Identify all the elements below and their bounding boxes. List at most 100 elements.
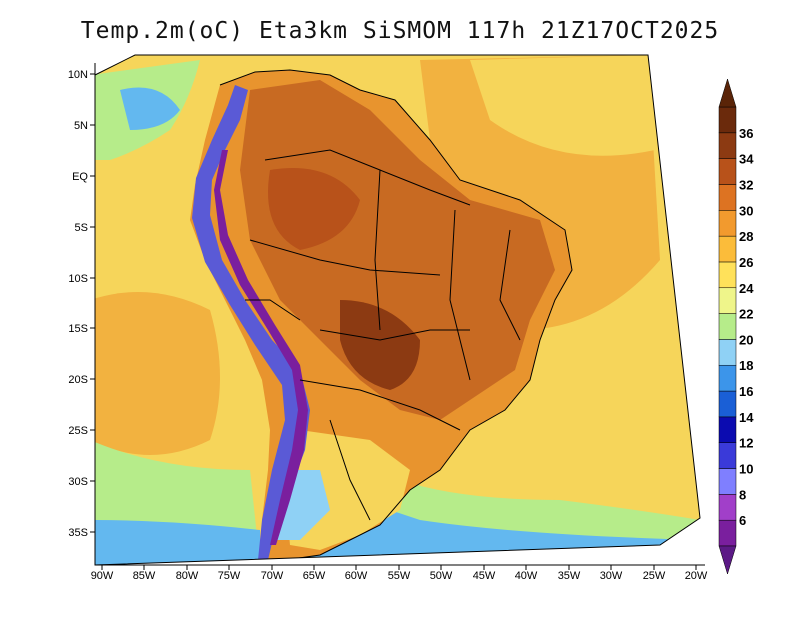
colorbar-label: 26 bbox=[739, 255, 753, 270]
lat-tick: 5S bbox=[75, 222, 95, 234]
colorbar-segment bbox=[718, 364, 737, 392]
lon-label: 65W bbox=[303, 570, 326, 582]
colorbar-label: 28 bbox=[739, 229, 753, 244]
lat-label: 25S bbox=[68, 425, 88, 437]
lon-tick: 60W bbox=[345, 565, 368, 582]
chart-title: Temp.2m(oC) Eta3km SiSMOM 117h 21Z17OCT2… bbox=[80, 18, 720, 44]
lon-tick: 80W bbox=[176, 565, 199, 582]
longitude-axis: 90W 85W 80W 75W 70W 65W 60W 55W 50W 45W … bbox=[91, 565, 708, 582]
ocean-mild-atlantic bbox=[470, 55, 655, 156]
lat-label: 20S bbox=[68, 374, 88, 386]
colorbar-segment bbox=[718, 132, 737, 159]
colorbar-label: 18 bbox=[739, 358, 753, 373]
colorbar-segment bbox=[718, 106, 737, 134]
temperature-field bbox=[95, 55, 700, 565]
lat-tick: 35S bbox=[68, 527, 95, 539]
colorbar-label: 10 bbox=[739, 462, 753, 477]
colorbar-label: 22 bbox=[739, 307, 753, 322]
lon-tick: 35W bbox=[558, 565, 581, 582]
ocean-cold-atlantic-south bbox=[300, 480, 700, 565]
lon-tick: 55W bbox=[388, 565, 411, 582]
colorbar-label: 20 bbox=[739, 332, 753, 347]
colorbar-label: 24 bbox=[739, 281, 754, 296]
colorbar-segment bbox=[718, 313, 737, 340]
lon-tick: 30W bbox=[600, 565, 623, 582]
lon-tick: 65W bbox=[303, 565, 326, 582]
lon-label: 45W bbox=[473, 570, 496, 582]
lon-label: 50W bbox=[430, 570, 453, 582]
lon-label: 90W bbox=[91, 570, 114, 582]
ocean-cold-pacific-south bbox=[95, 520, 260, 565]
lat-tick: 10N bbox=[68, 69, 95, 81]
lat-tick: 30S bbox=[68, 476, 95, 488]
colorbar-segment bbox=[718, 494, 737, 521]
lon-tick: 70W bbox=[261, 565, 284, 582]
lon-label: 55W bbox=[388, 570, 411, 582]
colorbar-label: 14 bbox=[739, 410, 754, 425]
land-hottest-center bbox=[340, 300, 420, 390]
lon-label: 20W bbox=[685, 570, 708, 582]
lon-label: 85W bbox=[133, 570, 156, 582]
lon-tick: 40W bbox=[515, 565, 538, 582]
andes-cold-band bbox=[192, 85, 310, 560]
lat-label: 10N bbox=[68, 69, 88, 81]
lon-label: 70W bbox=[261, 570, 284, 582]
lat-tick: 15S bbox=[68, 323, 95, 335]
lon-tick: 20W bbox=[685, 565, 708, 582]
lon-label: 35W bbox=[558, 570, 581, 582]
colorbar-under-arrow bbox=[718, 545, 737, 575]
lat-tick: 25S bbox=[68, 425, 95, 437]
lon-label: 60W bbox=[345, 570, 368, 582]
colorbar-label: 34 bbox=[739, 152, 754, 167]
colorbar-label: 36 bbox=[739, 126, 753, 141]
latitude-axis: 10N 5N EQ 5S 10S 15S 20S 25S 30S 35S bbox=[68, 69, 95, 539]
colorbar-label: 32 bbox=[739, 177, 753, 192]
lat-label: 5S bbox=[75, 222, 88, 234]
ocean-cold-pacific-north bbox=[120, 87, 180, 130]
lat-label: 35S bbox=[68, 527, 88, 539]
ocean-warm-west bbox=[95, 292, 220, 455]
lat-tick: 20S bbox=[68, 374, 95, 386]
lat-label: 5N bbox=[74, 120, 88, 132]
colorbar-label: 30 bbox=[739, 203, 753, 218]
lon-tick: 75W bbox=[218, 565, 241, 582]
lon-tick: 25W bbox=[643, 565, 666, 582]
lat-label: 30S bbox=[68, 476, 88, 488]
colorbar-label: 6 bbox=[739, 513, 746, 528]
lat-tick: 10S bbox=[68, 273, 95, 285]
lon-tick: 50W bbox=[430, 565, 453, 582]
land-hot-interior bbox=[240, 80, 555, 420]
colorbar-segment bbox=[718, 442, 737, 469]
lon-tick: 45W bbox=[473, 565, 496, 582]
colorbar-segment bbox=[718, 416, 737, 443]
colorbar-segment bbox=[718, 339, 737, 366]
colorbar-segment bbox=[718, 235, 737, 263]
lon-label: 40W bbox=[515, 570, 538, 582]
colorbar-segment bbox=[718, 158, 737, 185]
lon-label: 80W bbox=[176, 570, 199, 582]
colorbar-segment bbox=[718, 261, 737, 289]
colorbar-segment bbox=[718, 287, 737, 314]
land-hot-north bbox=[268, 168, 360, 250]
colorbar: 6 8 10 12 14 16 18 20 22 24 26 28 30 32 34 36 bbox=[718, 78, 754, 575]
colorbar-label: 16 bbox=[739, 384, 753, 399]
lon-label: 25W bbox=[643, 570, 666, 582]
lon-tick: 85W bbox=[133, 565, 156, 582]
lat-label: EQ bbox=[72, 171, 88, 183]
colorbar-segment bbox=[718, 184, 737, 211]
lon-tick: 90W bbox=[91, 565, 114, 582]
colorbar-label: 8 bbox=[739, 487, 746, 502]
lon-label: 30W bbox=[600, 570, 623, 582]
colorbar-label: 12 bbox=[739, 436, 753, 451]
lat-label: 15S bbox=[68, 323, 88, 335]
colorbar-segment bbox=[718, 519, 737, 547]
lat-label: 10S bbox=[68, 273, 88, 285]
colorbar-segment bbox=[718, 468, 737, 495]
colorbar-over-arrow bbox=[718, 78, 737, 108]
lat-tick: EQ bbox=[72, 171, 95, 183]
country-borders bbox=[219, 69, 573, 561]
lon-label: 75W bbox=[218, 570, 241, 582]
colorbar-segment bbox=[718, 390, 737, 418]
lat-tick: 5N bbox=[74, 120, 95, 132]
colorbar-segment bbox=[718, 210, 737, 237]
